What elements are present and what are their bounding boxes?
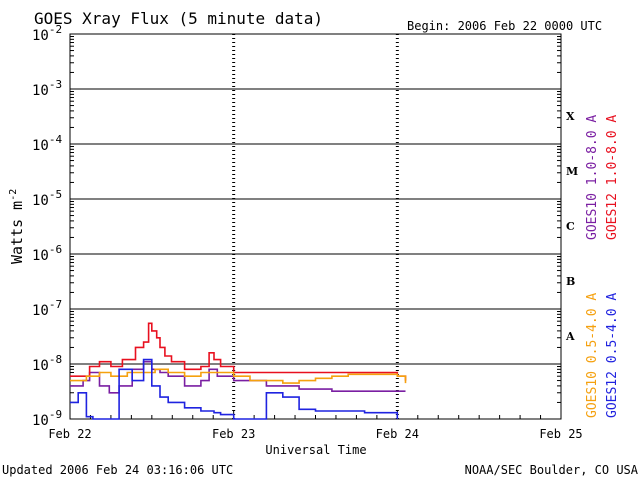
y-tick-label: 10-4 [32, 133, 62, 154]
flare-class-labels: X M C B A [565, 110, 578, 343]
chart-title: GOES Xray Flux (5 minute data) [34, 9, 323, 28]
x-axis-label: Universal Time [265, 443, 366, 457]
begin-label: Begin: 2006 Feb 22 0000 UTC [407, 19, 602, 33]
y-tick-exponent: -2 [49, 23, 62, 36]
x-tick-label: Feb 22 [48, 427, 91, 441]
y-tick-label: 10-2 [32, 23, 62, 44]
series-line [70, 360, 406, 394]
legend-entry: GOES12 1.0-8.0 A [605, 115, 620, 240]
y-tick-exponent: -3 [49, 78, 62, 91]
y-tick-label: 10-5 [32, 188, 62, 209]
series-line [70, 368, 407, 384]
y-tick-base: 10 [32, 248, 49, 264]
y-tick-exponent: -6 [49, 243, 62, 256]
updated-timestamp: Updated 2006 Feb 24 03:16:06 UTC [2, 463, 233, 477]
legend-entry: GOES10 0.5-4.0 A [585, 293, 600, 418]
y-tick-base: 10 [32, 303, 49, 319]
series-line [70, 322, 407, 381]
y-tick-label: 10-3 [32, 78, 62, 99]
y-axis-label: Watts m-2 [8, 189, 26, 264]
x-tick-label: Feb 23 [212, 427, 255, 441]
legend-entry: GOES10 1.0-8.0 A [585, 115, 600, 240]
flare-class-label: X [566, 110, 575, 123]
flare-class-label: M [566, 165, 578, 178]
y-tick-exponent: -7 [49, 298, 62, 311]
series-layer [70, 322, 407, 420]
source-credit: NOAA/SEC Boulder, CO USA [465, 463, 639, 477]
flare-class-label: A [565, 330, 575, 343]
x-axis-ticks: Feb 22 Feb 23 Feb 24 Feb 25 [48, 411, 583, 441]
y-tick-exponent: -8 [49, 353, 62, 366]
y-tick-label: 10-8 [32, 353, 62, 374]
y-axis-ticks: 10-210-310-410-510-610-710-810-9 [32, 23, 561, 429]
y-tick-base: 10 [32, 28, 49, 44]
legend: GOES10 1.0-8.0 A GOES12 1.0-8.0 A GOES10 0… [585, 115, 620, 418]
y-tick-base: 10 [32, 138, 49, 154]
y-tick-label: 10-6 [32, 243, 62, 264]
grid-layer [70, 34, 561, 419]
y-axis-label-exponent: -2 [8, 189, 19, 201]
legend-entry: GOES12 0.5-4.0 A [605, 293, 620, 418]
x-tick-label: Feb 25 [539, 427, 582, 441]
y-tick-base: 10 [32, 413, 49, 429]
y-tick-exponent: -4 [49, 133, 63, 146]
y-tick-base: 10 [32, 193, 49, 209]
y-tick-label: 10-7 [32, 298, 62, 319]
flare-class-label: B [566, 275, 575, 288]
x-tick-label: Feb 24 [376, 427, 419, 441]
series-line [70, 358, 399, 420]
y-tick-base: 10 [32, 83, 49, 99]
y-tick-exponent: -9 [49, 408, 62, 421]
y-tick-label: 10-9 [32, 408, 62, 429]
y-tick-base: 10 [32, 358, 49, 374]
y-tick-exponent: -5 [49, 188, 62, 201]
flare-class-label: C [566, 220, 575, 233]
y-axis-label-text: Watts m [8, 201, 26, 264]
